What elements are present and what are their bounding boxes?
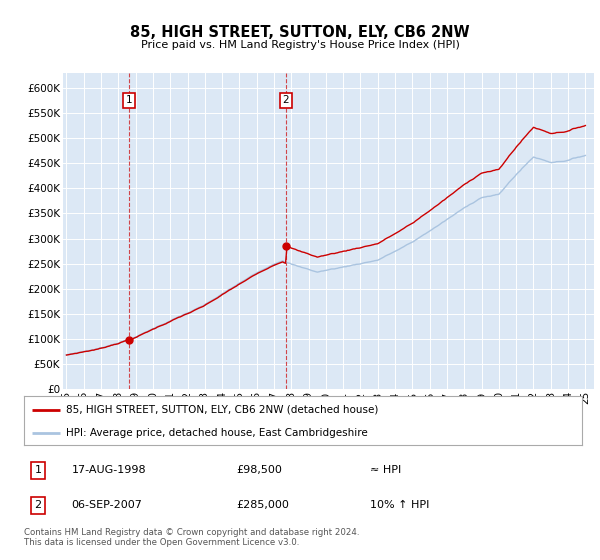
Text: 2: 2: [283, 95, 289, 105]
Text: 85, HIGH STREET, SUTTON, ELY, CB6 2NW: 85, HIGH STREET, SUTTON, ELY, CB6 2NW: [130, 25, 470, 40]
Text: 17-AUG-1998: 17-AUG-1998: [71, 465, 146, 475]
Text: Price paid vs. HM Land Registry's House Price Index (HPI): Price paid vs. HM Land Registry's House …: [140, 40, 460, 50]
Text: 1: 1: [34, 465, 41, 475]
Text: 85, HIGH STREET, SUTTON, ELY, CB6 2NW (detached house): 85, HIGH STREET, SUTTON, ELY, CB6 2NW (d…: [66, 405, 378, 415]
Text: HPI: Average price, detached house, East Cambridgeshire: HPI: Average price, detached house, East…: [66, 428, 368, 438]
Text: Contains HM Land Registry data © Crown copyright and database right 2024.
This d: Contains HM Land Registry data © Crown c…: [24, 528, 359, 547]
Text: ≈ HPI: ≈ HPI: [370, 465, 401, 475]
Text: 10% ↑ HPI: 10% ↑ HPI: [370, 501, 430, 510]
Text: 06-SEP-2007: 06-SEP-2007: [71, 501, 142, 510]
Text: 2: 2: [34, 501, 41, 510]
Text: £285,000: £285,000: [236, 501, 289, 510]
Text: £98,500: £98,500: [236, 465, 282, 475]
Text: 1: 1: [126, 95, 133, 105]
